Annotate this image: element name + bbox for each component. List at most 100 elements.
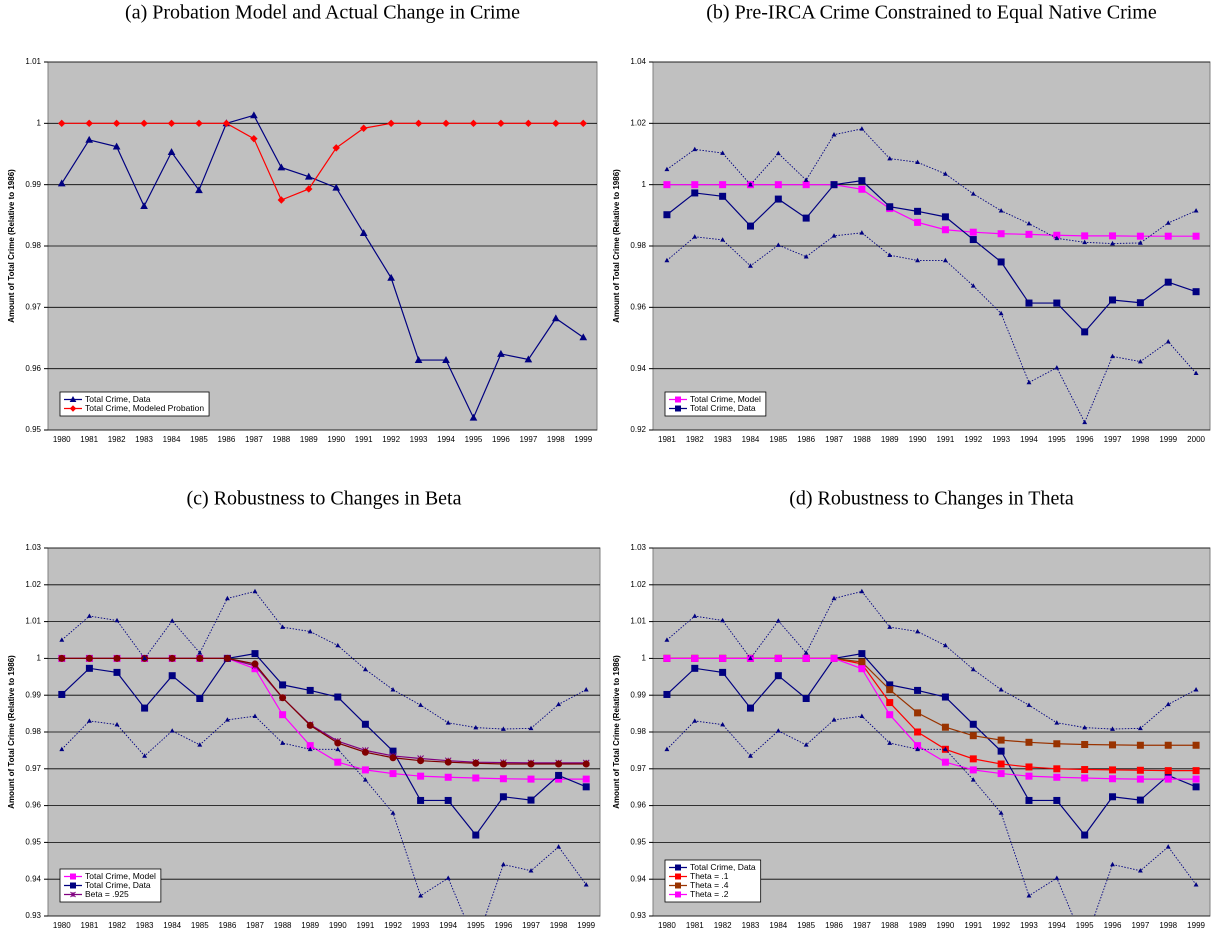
- x-tick-label: 1991: [964, 921, 982, 930]
- marker: [85, 664, 93, 672]
- x-tick-label: 1984: [742, 435, 760, 444]
- marker: [720, 722, 726, 727]
- marker: [500, 726, 506, 731]
- marker: [1025, 738, 1033, 746]
- marker: [970, 666, 976, 672]
- marker: [858, 185, 866, 193]
- marker: [140, 119, 148, 128]
- marker: [1136, 766, 1144, 774]
- x-tick-label: 1993: [1020, 921, 1038, 930]
- marker: [414, 356, 423, 363]
- marker: [85, 654, 93, 662]
- y-tick-label: 0.98: [630, 727, 646, 736]
- x-tick-label: 1990: [937, 921, 955, 930]
- marker: [887, 740, 893, 745]
- marker: [997, 258, 1005, 266]
- series-line: [61, 122, 584, 201]
- marker: [252, 588, 258, 594]
- x-tick-label: 1997: [1104, 435, 1122, 444]
- x-tick-label: 1993: [410, 435, 428, 444]
- marker: [359, 124, 368, 132]
- marker: [224, 717, 230, 722]
- marker: [1053, 740, 1061, 748]
- marker: [362, 666, 368, 672]
- marker: [1054, 235, 1060, 241]
- marker: [859, 713, 865, 718]
- marker: [222, 119, 231, 128]
- marker: [389, 754, 397, 762]
- marker: [197, 650, 203, 655]
- marker: [997, 230, 1005, 238]
- marker: [280, 624, 286, 629]
- marker: [719, 192, 727, 200]
- marker: [1193, 370, 1199, 376]
- chart-panel: (c) Robustness to Changes in Beta Amount …: [7, 488, 601, 930]
- y-tick-label: 1.02: [630, 580, 646, 589]
- x-tick-label: 1993: [992, 435, 1010, 444]
- series-line: [666, 715, 1197, 916]
- marker: [1053, 796, 1061, 804]
- marker: [334, 758, 342, 766]
- legend-box: [59, 391, 210, 417]
- x-tick-label: 1989: [909, 921, 927, 930]
- marker: [472, 759, 480, 767]
- x-tick-label: 1997: [522, 921, 540, 930]
- marker: [1025, 230, 1033, 238]
- marker: [969, 755, 977, 763]
- marker: [113, 654, 121, 662]
- marker: [114, 722, 120, 727]
- x-tick-label: 1993: [412, 921, 430, 930]
- x-tick-label: 1981: [81, 921, 99, 930]
- marker: [1192, 783, 1200, 791]
- marker: [497, 119, 505, 128]
- marker: [582, 775, 590, 783]
- marker: [335, 746, 341, 752]
- marker: [305, 185, 313, 193]
- marker: [748, 753, 753, 758]
- marker: [277, 196, 286, 204]
- marker: [387, 119, 395, 128]
- marker: [1082, 239, 1088, 245]
- marker: [1025, 299, 1033, 307]
- marker: [113, 668, 121, 676]
- marker: [1192, 775, 1200, 783]
- marker: [887, 252, 893, 257]
- marker: [664, 746, 670, 752]
- x-tick-label: 1999: [574, 435, 592, 444]
- marker: [1026, 702, 1032, 707]
- x-tick-label: 1982: [108, 921, 126, 930]
- marker: [444, 796, 452, 804]
- marker: [70, 882, 76, 889]
- marker: [915, 257, 921, 263]
- marker: [1136, 796, 1144, 804]
- series-group: [663, 588, 1200, 916]
- x-tick-label: 1995: [467, 921, 485, 930]
- marker: [915, 628, 921, 634]
- marker: [1081, 741, 1089, 749]
- x-tick-label: 1992: [992, 921, 1010, 930]
- x-tick-label: 1981: [658, 435, 676, 444]
- x-tick-label: 1999: [1187, 921, 1205, 930]
- x-tick-label: 1988: [274, 921, 292, 930]
- marker: [112, 119, 121, 128]
- marker: [1165, 844, 1171, 849]
- x-tick-label: 1992: [382, 435, 400, 444]
- y-tick-label: 1: [642, 180, 647, 189]
- marker: [675, 396, 681, 403]
- marker: [1025, 796, 1033, 804]
- marker: [252, 713, 258, 718]
- marker: [306, 686, 314, 694]
- marker: [675, 873, 681, 880]
- marker: [417, 796, 425, 804]
- marker: [418, 702, 424, 707]
- marker: [524, 119, 533, 128]
- marker: [332, 183, 341, 191]
- marker: [58, 690, 66, 698]
- marker: [830, 654, 838, 662]
- marker: [582, 783, 590, 791]
- y-axis-label: Amount of Total Crime (Relative to 1986): [7, 655, 16, 809]
- marker: [556, 701, 562, 707]
- marker: [941, 693, 949, 701]
